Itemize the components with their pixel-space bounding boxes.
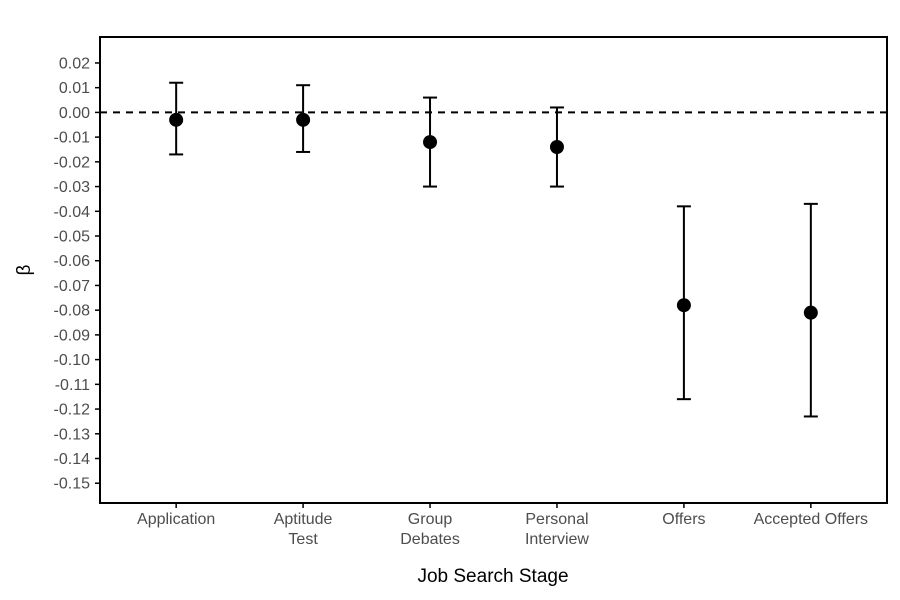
- chart-marks: 0.02 0.01 0.00 -0.01 -0.02 -0.03 -0.04 -0.05 -0.…: [54, 55, 887, 548]
- y-tick-label: -0.15: [54, 476, 91, 493]
- y-tick-label: -0.14: [54, 451, 91, 468]
- y-tick-label: -0.03: [54, 179, 91, 196]
- y-tick-label: -0.01: [54, 130, 91, 147]
- y-tick-label: -0.11: [55, 377, 90, 394]
- y-tick-label: 0.00: [59, 105, 90, 122]
- x-tick-label: Group Debates: [400, 511, 460, 548]
- x-tick-label: Aptitude Test: [274, 511, 333, 548]
- x-axis-title: Job Search Stage: [417, 566, 568, 587]
- y-tick-label: -0.12: [54, 402, 91, 419]
- y-tick-label: -0.02: [54, 154, 91, 171]
- point-estimate: [803, 305, 818, 320]
- y-tick-label: -0.04: [54, 204, 91, 221]
- y-tick-label: -0.13: [54, 426, 91, 443]
- point-estimate: [169, 112, 184, 127]
- y-tick-label: 0.01: [59, 80, 90, 97]
- y-tick-label: -0.08: [54, 303, 91, 320]
- point-estimate: [676, 298, 691, 313]
- x-tick-label: Offers: [662, 511, 705, 528]
- y-tick-label: -0.10: [54, 352, 91, 369]
- point-estimate: [296, 112, 311, 127]
- y-tick-label: -0.07: [54, 278, 91, 295]
- point-estimate: [549, 140, 564, 155]
- x-tick-label: Application: [137, 511, 215, 528]
- y-tick-label: -0.06: [54, 253, 91, 270]
- point-estimate: [423, 135, 438, 150]
- x-tick-label: Personal Interview: [525, 511, 589, 548]
- y-tick-label: -0.09: [54, 327, 91, 344]
- plot-panel: [99, 36, 888, 504]
- y-tick-label: -0.05: [54, 229, 91, 246]
- y-tick-label: 0.02: [59, 55, 90, 72]
- y-axis-title: β: [14, 264, 35, 275]
- x-tick-label: Accepted Offers: [754, 511, 868, 528]
